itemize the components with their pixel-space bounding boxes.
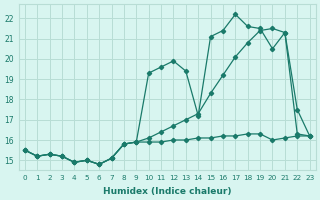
- X-axis label: Humidex (Indice chaleur): Humidex (Indice chaleur): [103, 187, 231, 196]
